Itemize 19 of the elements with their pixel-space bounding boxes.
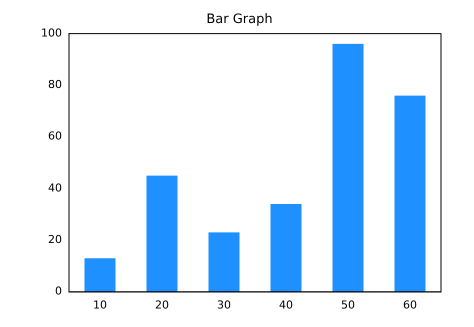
chart-title: Bar Graph bbox=[206, 12, 273, 28]
x-tick-label: 20 bbox=[154, 298, 169, 312]
bar bbox=[208, 232, 240, 292]
x-tick-label: 50 bbox=[341, 298, 355, 312]
x-tick-label: 40 bbox=[279, 298, 293, 312]
x-tick-label: 60 bbox=[403, 298, 417, 312]
y-tick-label: 80 bbox=[48, 78, 62, 92]
bar bbox=[332, 44, 364, 292]
bar bbox=[146, 176, 178, 292]
y-tick-label: 60 bbox=[48, 130, 62, 143]
x-tick-label: 10 bbox=[92, 298, 107, 312]
x-tick-label: 30 bbox=[216, 298, 231, 312]
bar bbox=[394, 96, 426, 292]
bar bbox=[84, 258, 116, 292]
bar bbox=[270, 204, 302, 292]
y-tick-label: 20 bbox=[48, 233, 62, 246]
y-tick-label: 40 bbox=[48, 181, 62, 194]
y-tick-label: 100 bbox=[40, 26, 62, 40]
y-tick-label: 0 bbox=[54, 284, 62, 298]
